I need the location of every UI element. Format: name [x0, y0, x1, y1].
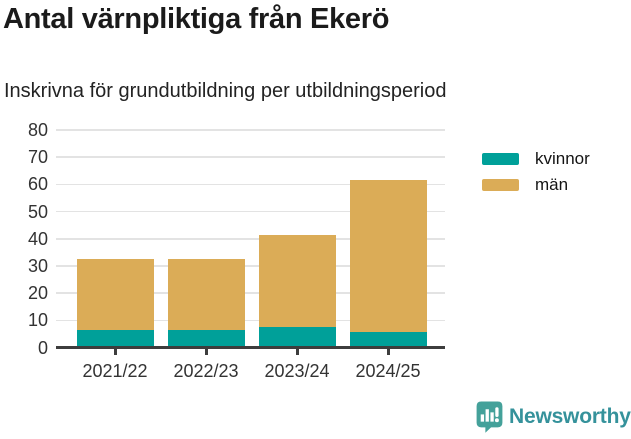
- y-axis-label: 60: [27, 174, 48, 195]
- y-axis-label: 10: [27, 310, 48, 331]
- chart-legend: kvinnor män: [482, 146, 590, 198]
- gridline: [56, 183, 445, 186]
- gridline: [56, 238, 445, 240]
- bar-segment-kvinnor-2022/23: [167, 329, 245, 346]
- bar-segment-män-2024/25: [349, 180, 427, 333]
- gridline: [56, 156, 445, 158]
- gridline: [56, 129, 445, 131]
- newsworthy-logo: Newsworthy: [476, 400, 631, 433]
- legend-item-kvinnor: kvinnor: [482, 146, 590, 172]
- x-axis-label: 2021/22: [82, 361, 148, 381]
- x-axis-tick: [204, 349, 208, 355]
- gridline: [56, 292, 445, 294]
- legend-label: män: [535, 175, 569, 194]
- legend-item-män: män: [482, 172, 590, 198]
- y-axis-label: 40: [27, 228, 48, 249]
- page-title: Antal värnpliktiga från Ekerö: [3, 3, 390, 35]
- x-axis-tick: [113, 349, 117, 355]
- newsworthy-icon: [476, 401, 503, 433]
- legend-swatch: [482, 179, 519, 191]
- y-axis-label: 80: [27, 120, 48, 140]
- bar-segment-kvinnor-2024/25: [349, 332, 427, 346]
- gridline: [56, 265, 445, 267]
- gridline: [56, 319, 445, 322]
- x-axis-tick: [295, 349, 299, 355]
- gridline: [56, 210, 445, 213]
- bar-segment-kvinnor-2021/22: [76, 329, 154, 346]
- y-axis-label: 0: [37, 337, 48, 358]
- chart-subtitle: Inskrivna för grundutbildning per utbild…: [4, 80, 447, 102]
- bar-segment-män-2023/24: [258, 234, 336, 327]
- bar-segment-män-2022/23: [167, 259, 245, 330]
- y-axis-label: 50: [27, 201, 48, 222]
- x-axis-tick: [386, 349, 390, 355]
- bar-segment-kvinnor-2023/24: [258, 326, 336, 346]
- x-axis-line: [56, 346, 445, 349]
- x-axis-label: 2023/24: [264, 361, 330, 381]
- newsworthy-wordmark: Newsworthy: [509, 404, 631, 428]
- x-axis-label: 2022/23: [173, 361, 239, 381]
- y-axis-label: 70: [27, 147, 48, 168]
- y-axis-label: 30: [27, 255, 48, 276]
- legend-swatch: [482, 153, 519, 165]
- legend-label: kvinnor: [535, 149, 590, 168]
- bar-segment-män-2021/22: [76, 259, 154, 330]
- x-axis-label: 2024/25: [355, 361, 421, 381]
- y-axis-label: 20: [27, 283, 48, 304]
